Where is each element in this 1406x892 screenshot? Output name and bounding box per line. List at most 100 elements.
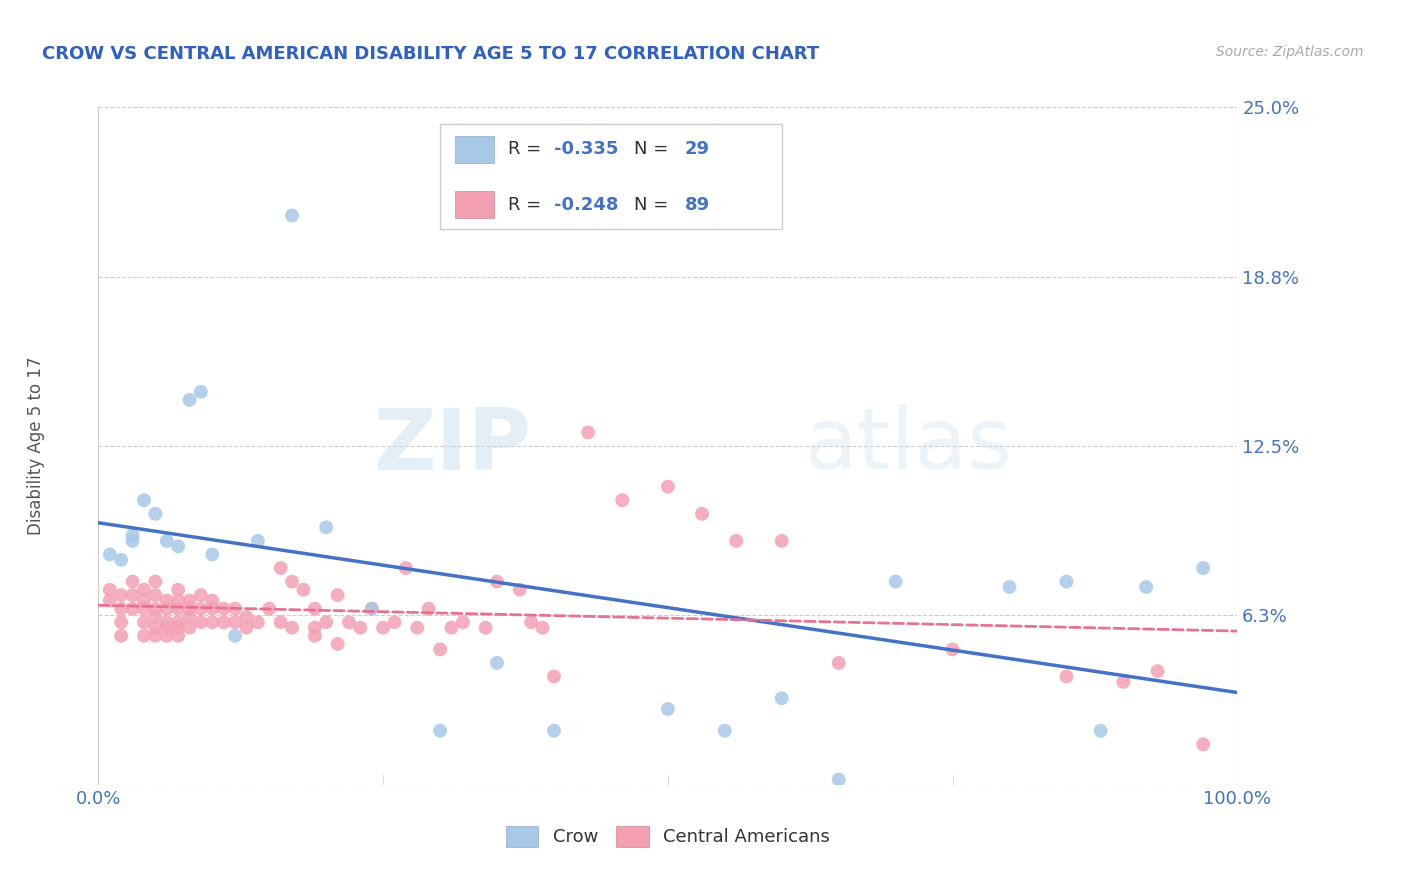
Point (486, 574, 509, 589)
Point (110, 615, 132, 630)
Point (121, 588, 143, 602)
FancyBboxPatch shape (440, 124, 782, 229)
Point (179, 601, 201, 615)
Point (1054, 574, 1078, 589)
Text: -0.335: -0.335 (554, 140, 619, 158)
Point (440, 621, 463, 635)
Point (612, 493, 634, 508)
Text: R =: R = (509, 195, 547, 214)
Point (1192, 561, 1215, 575)
Point (429, 723, 451, 738)
Point (520, 615, 543, 630)
Text: CROW VS CENTRAL AMERICAN DISABILITY AGE 5 TO 17 CORRELATION CHART: CROW VS CENTRAL AMERICAN DISABILITY AGE … (42, 45, 820, 62)
Point (201, 548, 224, 562)
Point (121, 601, 143, 615)
Point (224, 601, 246, 615)
Point (292, 582, 315, 597)
Text: Disability Age 5 to 17: Disability Age 5 to 17 (27, 357, 45, 535)
Point (884, 574, 907, 589)
Point (98, 548, 121, 562)
Point (179, 392, 201, 407)
Point (543, 723, 565, 738)
Point (190, 588, 212, 602)
Point (270, 561, 292, 575)
Point (770, 691, 793, 706)
Point (1192, 737, 1215, 751)
Text: atlas: atlas (804, 404, 1012, 488)
Point (349, 621, 371, 635)
Point (179, 593, 201, 607)
Point (246, 615, 269, 630)
Point (657, 702, 679, 716)
Point (156, 533, 179, 548)
Point (1054, 669, 1078, 683)
Point (121, 533, 143, 548)
Point (543, 669, 565, 683)
Point (690, 507, 713, 521)
Point (121, 528, 143, 542)
Point (156, 593, 179, 607)
Point (110, 601, 132, 615)
Point (145, 610, 167, 624)
Point (156, 615, 179, 630)
Point (110, 629, 132, 643)
Point (179, 610, 201, 624)
Point (201, 601, 224, 615)
Point (98, 593, 121, 607)
Point (167, 629, 190, 643)
Point (212, 601, 235, 615)
Point (281, 574, 304, 589)
Point (259, 601, 281, 615)
Legend: Crow, Central Americans: Crow, Central Americans (499, 819, 837, 854)
Point (451, 615, 474, 630)
Text: 29: 29 (685, 140, 710, 158)
Point (98, 582, 121, 597)
Point (281, 621, 304, 635)
Point (304, 629, 326, 643)
Point (770, 533, 793, 548)
Point (828, 772, 851, 787)
Point (371, 621, 394, 635)
Point (145, 621, 167, 635)
Point (224, 629, 246, 643)
Point (110, 588, 132, 602)
Point (132, 615, 155, 630)
Point (406, 621, 429, 635)
FancyBboxPatch shape (456, 136, 494, 162)
FancyBboxPatch shape (456, 191, 494, 219)
Text: ZIP: ZIP (374, 404, 531, 488)
Point (315, 615, 337, 630)
Point (190, 384, 212, 399)
Point (201, 615, 224, 630)
Text: N =: N = (634, 195, 673, 214)
Point (998, 580, 1021, 594)
Point (212, 615, 235, 630)
Point (474, 621, 496, 635)
Point (121, 574, 143, 589)
Text: Source: ZipAtlas.com: Source: ZipAtlas.com (1216, 45, 1364, 59)
Point (270, 615, 292, 630)
Point (304, 601, 326, 615)
Text: 89: 89 (685, 195, 710, 214)
Point (315, 520, 337, 534)
Point (429, 642, 451, 657)
Point (281, 209, 304, 223)
Point (190, 615, 212, 630)
Text: -0.248: -0.248 (554, 195, 619, 214)
Point (360, 601, 382, 615)
Point (156, 601, 179, 615)
Text: N =: N = (634, 140, 673, 158)
Point (1146, 664, 1168, 678)
Point (224, 615, 246, 630)
Point (167, 539, 190, 553)
Point (576, 425, 599, 440)
Point (156, 621, 179, 635)
Point (384, 615, 406, 630)
Point (714, 723, 737, 738)
Point (1135, 580, 1157, 594)
Point (395, 561, 418, 575)
Point (828, 656, 851, 670)
Point (179, 621, 201, 635)
Point (531, 621, 554, 635)
Point (418, 601, 440, 615)
